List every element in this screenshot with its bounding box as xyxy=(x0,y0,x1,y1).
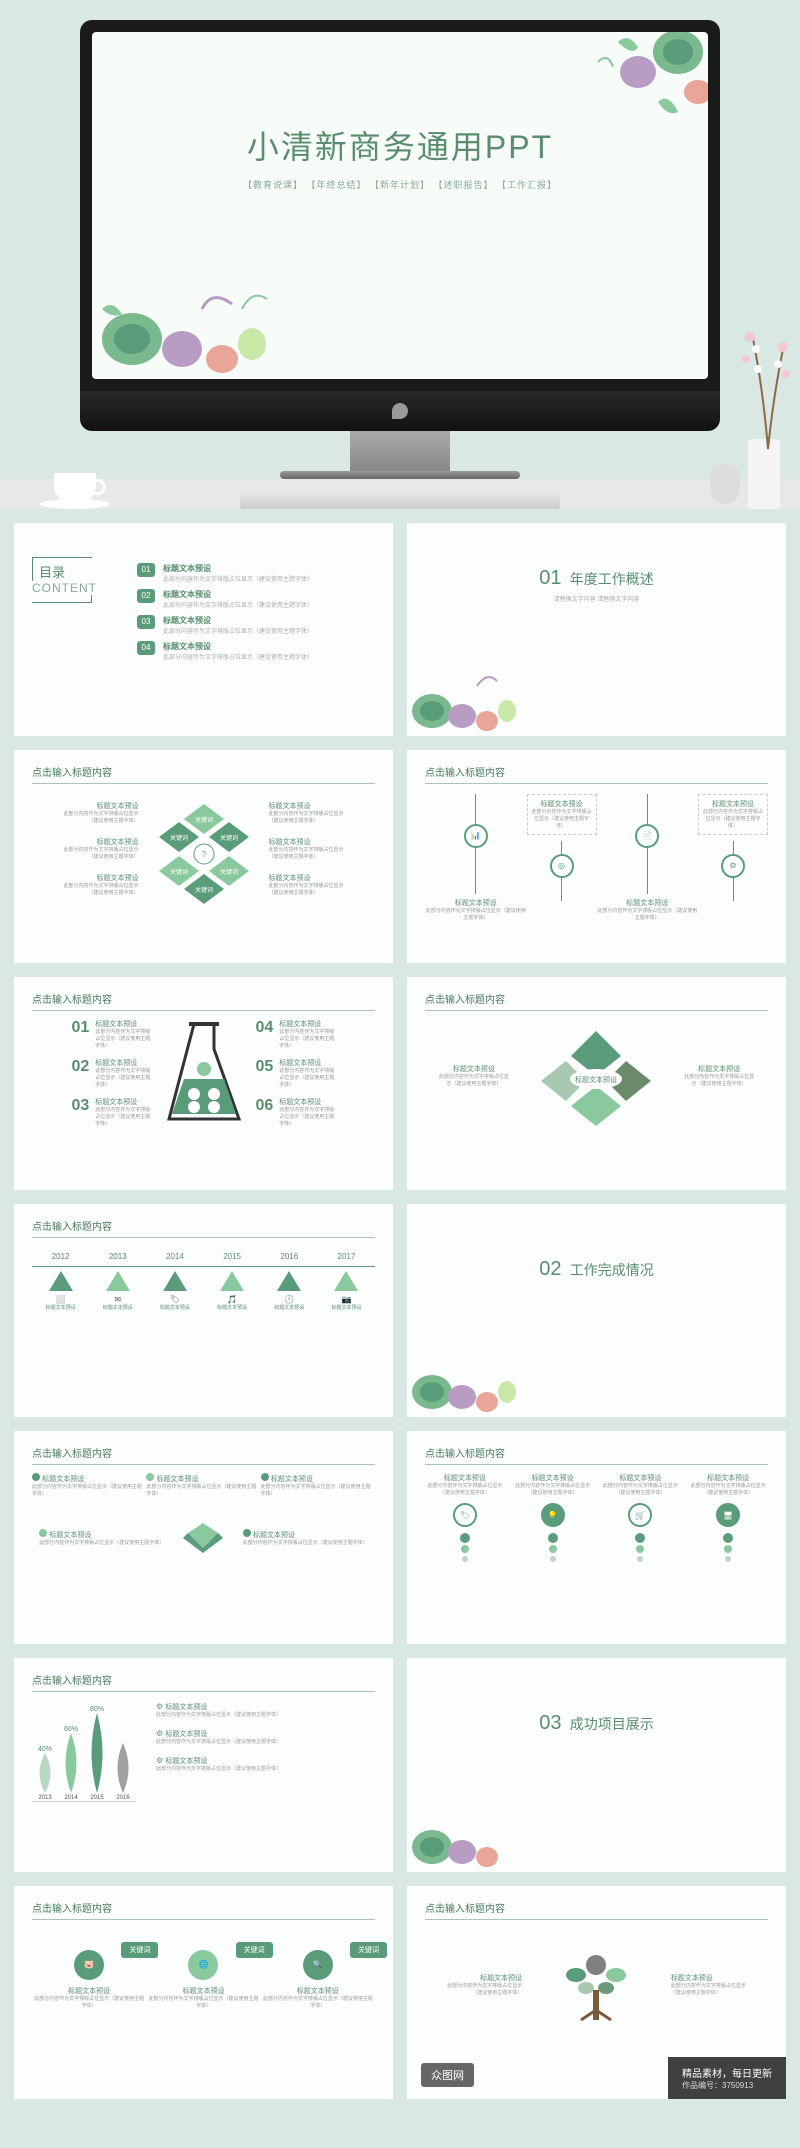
svg-text:关键词: 关键词 xyxy=(169,868,187,876)
bar-chart: 40% 2013 60% 2014 80% 2015 2016 xyxy=(32,1702,136,1802)
coffee-cup xyxy=(40,499,110,509)
apple-logo-icon xyxy=(392,403,408,419)
desk-surface xyxy=(0,479,800,509)
search-icon: 🔍 xyxy=(303,1950,333,1980)
section-number: 02 xyxy=(539,1258,561,1280)
slide-barchart: 点击输入标题内容 40% 2013 60% 2014 80% 2015 xyxy=(14,1658,393,1871)
svg-text:?: ? xyxy=(201,850,206,859)
toc-item: 02标题文本预设此部分内容作为文字排版占位显示（建议使用主题字体） xyxy=(137,589,313,609)
flower-decoration-top xyxy=(538,32,708,142)
svg-text:关键词: 关键词 xyxy=(169,834,187,842)
section-number: 03 xyxy=(539,1712,561,1734)
section-title: 年度工作概述 xyxy=(570,571,654,587)
svg-text:标题文本预设: 标题文本预设 xyxy=(575,1075,617,1084)
watermark-logo: 众图网 xyxy=(421,2063,474,2087)
flower-decoration-icon xyxy=(407,1787,522,1872)
slide-tree: 点击输入标题内容 标题文本预设此部分内容作为文字排版占位显示（建议使用主题字体）… xyxy=(407,1886,786,2099)
toc-header: 目录 CONTENT xyxy=(32,557,97,603)
slide-4col-icons: 点击输入标题内容 标题文本预设此部分内容作为文字排版占位显示（建议使用主题字体）… xyxy=(407,1431,786,1644)
slide-vertical-timeline: 点击输入标题内容 📊 标题文本预设 此部分内容作为文字排版占位显示（建议使用主题… xyxy=(407,750,786,963)
slide-toc: 目录 CONTENT 01标题文本预设此部分内容作为文字排版占位显示（建议使用主… xyxy=(14,523,393,736)
slide-hexagon: 点击输入标题内容 标题文本预设此部分内容作为文字排版占位显示（建议使用主题字体）… xyxy=(14,750,393,963)
title-slide: 小清新商务通用PPT 【教育说课】 【年终总结】 【新年计划】 【述职报告】 【… xyxy=(92,32,708,379)
doc-icon: 📄 xyxy=(635,824,659,848)
hexagon-diagram: 关键词 关键词 关键词 关键词 关键词 关键词 ? xyxy=(149,794,259,904)
svg-text:关键词: 关键词 xyxy=(219,868,237,876)
section-title: 工作完成情况 xyxy=(570,1262,654,1278)
monitor-chin xyxy=(80,391,720,431)
section-number: 01 xyxy=(539,567,561,589)
tree-diagram xyxy=(556,1940,636,2030)
hero-subtitle: 【教育说课】 【年终总结】 【新年计划】 【述职报告】 【工作汇报】 xyxy=(132,178,668,191)
flower-vase xyxy=(748,439,780,509)
heart-ribbon-icon xyxy=(178,1518,228,1558)
slide-section-02: 02 工作完成情况 xyxy=(407,1204,786,1417)
svg-text:关键词: 关键词 xyxy=(194,886,212,894)
watermark: 精品素材，每日更新 作品编号：3750913 xyxy=(668,2057,786,2099)
slides-grid: 目录 CONTENT 01标题文本预设此部分内容作为文字排版占位显示（建议使用主… xyxy=(0,509,800,2113)
toc-label: 目录 xyxy=(39,565,65,580)
cart-icon: 🛒 xyxy=(628,1503,652,1527)
toc-list: 01标题文本预设此部分内容作为文字排版占位显示（建议使用主题字体） 02标题文本… xyxy=(137,557,313,667)
gear-icon: ⚙ xyxy=(721,854,745,878)
lightbulb-icon: 💡 xyxy=(541,1503,565,1527)
monitor-base xyxy=(280,471,520,479)
monitor-bezel: 小清新商务通用PPT 【教育说课】 【年终总结】 【新年计划】 【述职报告】 【… xyxy=(80,20,720,391)
flower-decoration-icon xyxy=(407,1332,522,1417)
section-title: 成功项目展示 xyxy=(570,1716,654,1732)
mouse xyxy=(710,464,740,504)
slide-flask: 点击输入标题内容 01标题文本预设此部分内容作为文字排版占位显示（建议使用主题字… xyxy=(14,977,393,1190)
flower-decoration-icon xyxy=(407,651,522,736)
cross-diagram: 标题文本预设 xyxy=(536,1021,656,1131)
hero-section: 小清新商务通用PPT 【教育说课】 【年终总结】 【新年计划】 【述职报告】 【… xyxy=(0,0,800,509)
toc-item: 04标题文本预设此部分内容作为文字排版占位显示（建议使用主题字体） xyxy=(137,641,313,661)
toc-eng: CONTENT xyxy=(32,581,97,595)
flower-decoration-bottom xyxy=(92,249,282,379)
keyboard xyxy=(240,491,560,509)
flask-diagram xyxy=(164,1019,244,1129)
chart-icon: 📊 xyxy=(464,824,488,848)
monitor-icon: 🖥 xyxy=(716,1503,740,1527)
slide-dots: 点击输入标题内容 标题文本预设此部分内容作为文字排版占位显示（建议使用主题字体）… xyxy=(14,1431,393,1644)
toc-item: 01标题文本预设此部分内容作为文字排版占位显示（建议使用主题字体） xyxy=(137,563,313,583)
slide-section-03: 03 成功项目展示 xyxy=(407,1658,786,1871)
svg-text:关键词: 关键词 xyxy=(219,834,237,842)
globe-icon: 🌐 xyxy=(188,1950,218,1980)
svg-text:关键词: 关键词 xyxy=(194,816,212,824)
piggy-icon: 🐷 xyxy=(74,1950,104,1980)
target-icon: ◎ xyxy=(550,854,574,878)
timeline: 2012⬜标题文本预设 2013✉标题文本预设 2014🏷标题文本预设 2015… xyxy=(32,1252,375,1311)
slide-keywords: 点击输入标题内容 🐷 关键词 标题文本预设 此部分内容作为文字排版占位显示（建议… xyxy=(14,1886,393,2099)
slide-cross: 点击输入标题内容 标题文本预设此部分内容作为文字排版占位显示（建议使用主题字体）… xyxy=(407,977,786,1190)
monitor-stand xyxy=(350,431,450,471)
tag-icon: 🏷 xyxy=(453,1503,477,1527)
slide-section-01: 01 年度工作概述 请替换文字内容 请替换文字内容 xyxy=(407,523,786,736)
toc-item: 03标题文本预设此部分内容作为文字排版占位显示（建议使用主题字体） xyxy=(137,615,313,635)
slide-timeline: 点击输入标题内容 2012⬜标题文本预设 2013✉标题文本预设 2014🏷标题… xyxy=(14,1204,393,1417)
